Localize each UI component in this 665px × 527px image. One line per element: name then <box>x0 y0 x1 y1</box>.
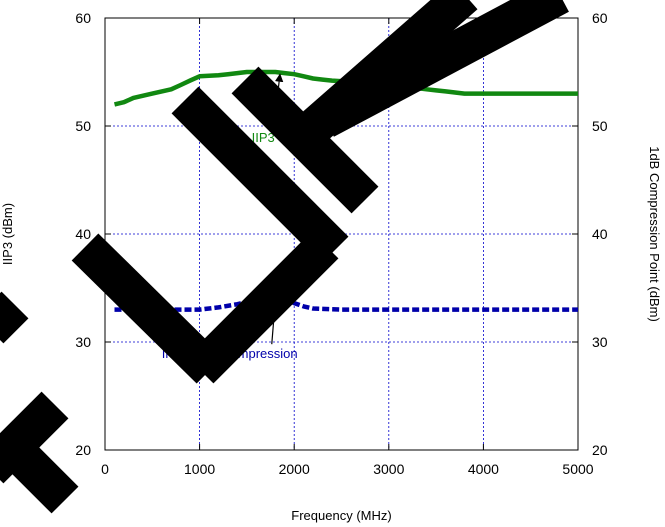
x-tick-label: 1000 <box>184 461 215 477</box>
overlay-stroke <box>0 291 29 344</box>
overlay-stroke <box>71 233 224 384</box>
y-tick-label: 60 <box>75 10 91 26</box>
y-tick-label: 50 <box>75 118 91 134</box>
overlay-stroke <box>186 231 339 384</box>
x-tick-label: 4000 <box>468 461 499 477</box>
overlay-stroke <box>171 86 349 264</box>
tick-marks: 0 1000 2000 3000 4000 5000 20 30 40 50 60 20 30 40 50 6… <box>75 10 607 477</box>
y2-tick-label: 40 <box>592 226 608 242</box>
y2-tick-label: 50 <box>592 118 608 134</box>
y2-axis-label: 1dB Compression Point (dBm) <box>647 146 662 322</box>
x-tick-label: 0 <box>101 461 109 477</box>
y2-tick-label: 60 <box>592 10 608 26</box>
series-line <box>114 296 578 312</box>
annotation-label: IIP3 <box>252 130 275 145</box>
series-line <box>113 69 578 107</box>
overlay-stroke <box>0 431 79 514</box>
diagonal-stroke-overlay <box>0 0 569 514</box>
x-tick-label: 2000 <box>279 461 310 477</box>
overlay-stroke <box>316 0 569 137</box>
y2-tick-label: 30 <box>592 334 608 350</box>
y-tick-label: 20 <box>75 442 91 458</box>
x-tick-label: 3000 <box>373 461 404 477</box>
x-tick-label: 5000 <box>562 461 593 477</box>
overlay-stroke <box>231 66 379 214</box>
y-tick-label: 40 <box>75 226 91 242</box>
y2-tick-label: 20 <box>592 442 608 458</box>
y-tick-label: 30 <box>75 334 91 350</box>
x-axis-label: Frequency (MHz) <box>291 508 391 523</box>
y-axis-label: IIP3 (dBm) <box>0 203 15 265</box>
